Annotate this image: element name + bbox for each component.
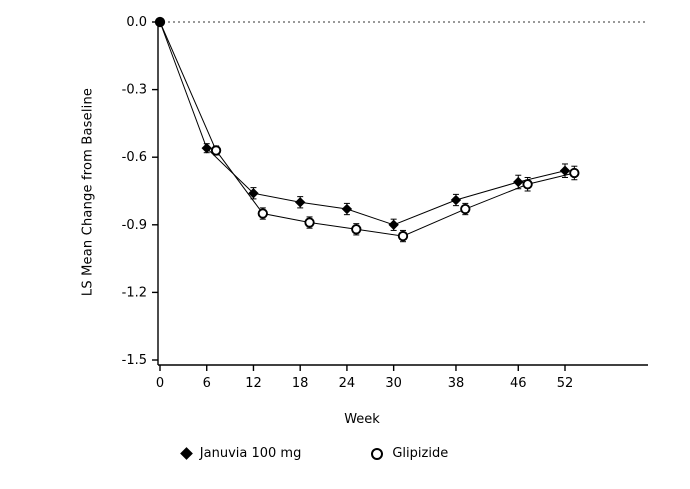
x-axis-label: Week xyxy=(344,412,380,427)
svg-text:18: 18 xyxy=(292,376,309,391)
filled-diamond-icon xyxy=(179,447,193,460)
svg-text:12: 12 xyxy=(245,376,262,391)
svg-text:-0.9: -0.9 xyxy=(122,218,147,233)
legend-item-januvia: Januvia 100 mg xyxy=(179,446,302,461)
legend-item-glipizide: Glipizide xyxy=(371,446,448,461)
legend-label-glipizide: Glipizide xyxy=(392,446,449,461)
svg-text:-1.2: -1.2 xyxy=(122,285,147,300)
svg-text:-0.6: -0.6 xyxy=(122,150,147,165)
svg-text:-0.3: -0.3 xyxy=(122,83,147,98)
y-axis-label: LS Mean Change from Baseline xyxy=(80,87,96,297)
svg-text:-1.5: -1.5 xyxy=(122,353,147,368)
svg-text:0.0: 0.0 xyxy=(126,15,147,30)
open-circle-icon xyxy=(371,447,384,460)
svg-text:0: 0 xyxy=(156,376,164,391)
svg-text:30: 30 xyxy=(385,376,402,391)
svg-text:46: 46 xyxy=(510,376,527,391)
svg-text:52: 52 xyxy=(557,376,574,391)
svg-text:6: 6 xyxy=(203,376,211,391)
svg-text:38: 38 xyxy=(448,376,465,391)
legend: Januvia 100 mg Glipizide xyxy=(0,446,630,461)
svg-text:24: 24 xyxy=(339,376,356,391)
legend-label-januvia: Januvia 100 mg xyxy=(199,446,302,461)
